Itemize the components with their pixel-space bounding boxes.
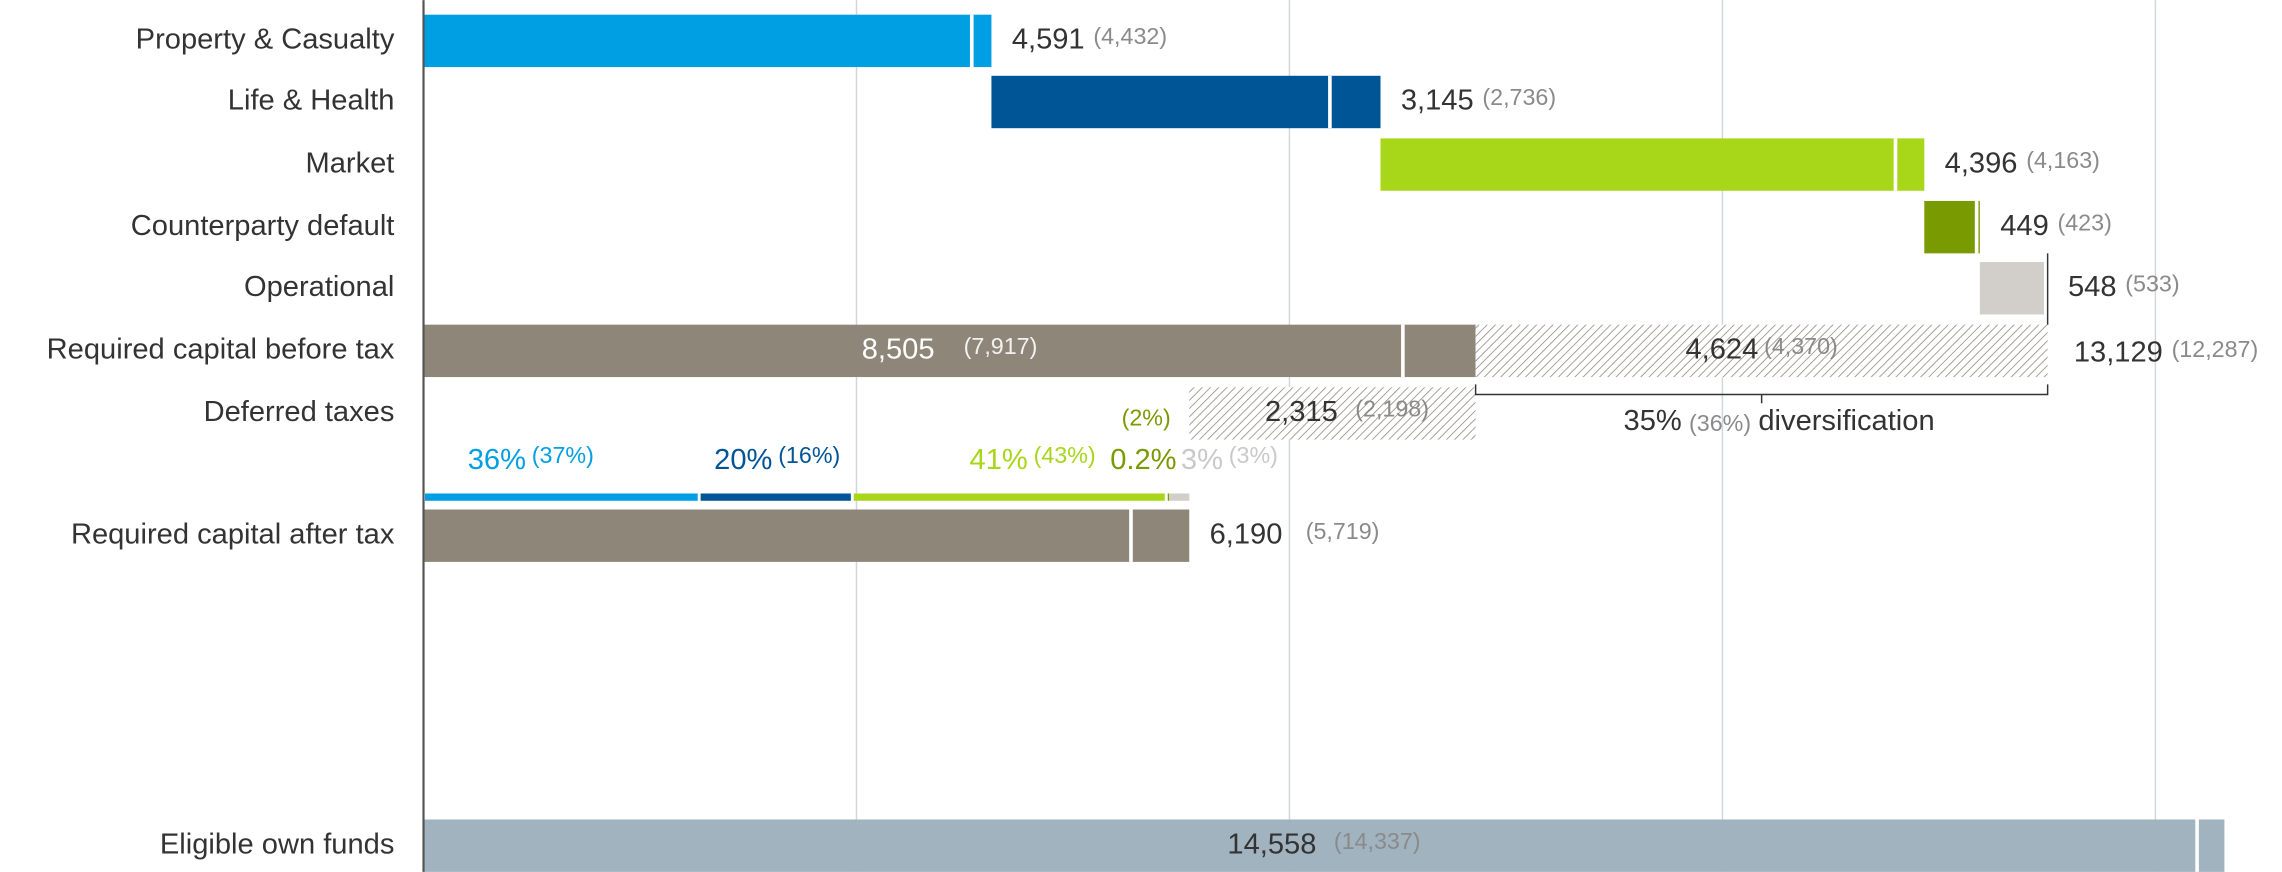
share-label: 20% bbox=[714, 444, 772, 476]
value-label: 4,591 bbox=[1012, 24, 1085, 56]
diversification-share: 35% bbox=[1624, 405, 1682, 437]
prior-label: (7,917) bbox=[964, 333, 1038, 359]
bracket bbox=[1474, 384, 2049, 396]
prior-label: (533) bbox=[2125, 271, 2179, 297]
bar bbox=[1924, 200, 1980, 254]
category-label: Eligible own funds bbox=[160, 828, 395, 860]
share-label: 0.2% bbox=[1110, 444, 1176, 476]
share-label: 41% bbox=[970, 444, 1028, 476]
share-segment bbox=[1167, 493, 1170, 501]
diversification-text: diversification bbox=[1758, 405, 1934, 437]
category-label: Counterparty default bbox=[131, 210, 395, 242]
value-label: 4,396 bbox=[1945, 147, 2018, 179]
diversification-prior: (36%) bbox=[1689, 410, 1751, 436]
share-prior-label: (3%) bbox=[1229, 442, 1278, 468]
category-label: Property & Casualty bbox=[136, 24, 395, 56]
category-label: Life & Health bbox=[228, 85, 395, 117]
share-segment bbox=[853, 493, 1165, 501]
prior-label: (4,163) bbox=[2026, 147, 2100, 173]
category-label: Required capital before tax bbox=[47, 334, 395, 366]
share-prior-label: (37%) bbox=[532, 442, 594, 468]
bar bbox=[423, 14, 992, 68]
share-segment bbox=[1169, 493, 1190, 501]
bar bbox=[423, 819, 2225, 872]
share-prior-label: (16%) bbox=[778, 442, 840, 468]
share-label: 3% bbox=[1181, 444, 1223, 476]
value-label: 14,558 bbox=[1227, 828, 1316, 860]
value-label: 13,129 bbox=[2074, 336, 2163, 368]
prior-label: (423) bbox=[2058, 209, 2112, 235]
share-segment bbox=[700, 493, 851, 501]
share-segment bbox=[424, 493, 698, 501]
bar bbox=[423, 509, 1190, 562]
value-label: 8,505 bbox=[862, 334, 935, 366]
bar bbox=[1979, 262, 2048, 315]
category-label: Market bbox=[305, 147, 394, 179]
category-label: Deferred taxes bbox=[204, 396, 395, 428]
prior-label: (2,198) bbox=[1355, 396, 1429, 422]
value-label: 3,145 bbox=[1401, 85, 1474, 117]
category-label: Required capital after tax bbox=[71, 518, 395, 550]
prior-label: (12,287) bbox=[2172, 336, 2259, 362]
share-label: 36% bbox=[468, 444, 526, 476]
diversification-bar bbox=[1475, 324, 2048, 378]
bar bbox=[1380, 138, 1925, 191]
prior-label: (14,337) bbox=[1334, 828, 1421, 854]
bar bbox=[423, 324, 1476, 378]
value-label: 6,190 bbox=[1210, 518, 1283, 550]
category-label: Operational bbox=[244, 271, 394, 303]
value-label: 548 bbox=[2068, 271, 2117, 303]
prior-label: (2,736) bbox=[1482, 84, 1556, 110]
share-prior-label: (2%) bbox=[1122, 404, 1171, 430]
prior-label: (4,432) bbox=[1093, 23, 1167, 49]
bar bbox=[1189, 387, 1476, 440]
value-label: 2,315 bbox=[1265, 396, 1338, 428]
share-prior-label: (43%) bbox=[1034, 442, 1096, 468]
prior-label: (5,719) bbox=[1306, 518, 1380, 544]
value-label: 4,624 bbox=[1685, 334, 1758, 366]
bar bbox=[991, 75, 1381, 129]
prior-label: (4,370) bbox=[1764, 333, 1838, 359]
value-label: 449 bbox=[2000, 210, 2049, 242]
